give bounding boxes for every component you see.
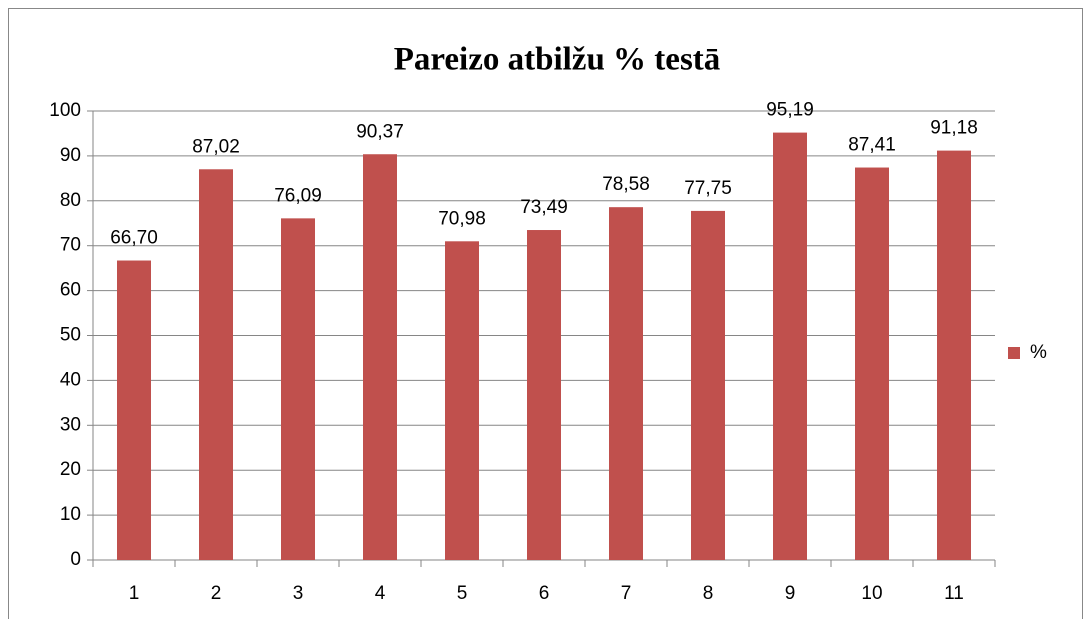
y-tick-label: 0 <box>70 549 81 570</box>
bar <box>855 167 889 560</box>
data-label: 87,41 <box>848 135 896 156</box>
legend-swatch <box>1008 347 1020 359</box>
x-tick-label: 6 <box>539 583 550 604</box>
legend-label: % <box>1030 342 1047 363</box>
x-tick-label: 8 <box>703 583 714 604</box>
y-tick-label: 80 <box>60 190 81 211</box>
y-tick-label: 20 <box>60 459 81 480</box>
bar <box>609 207 643 561</box>
x-tick-label: 5 <box>457 583 468 604</box>
data-label: 77,75 <box>684 178 732 199</box>
data-label: 90,37 <box>356 121 404 142</box>
data-label: 95,19 <box>766 100 814 121</box>
bar <box>773 132 807 560</box>
x-tick-label: 2 <box>211 583 222 604</box>
data-label: 76,09 <box>274 185 322 206</box>
x-tick-label: 4 <box>375 583 386 604</box>
x-tick-label: 3 <box>293 583 304 604</box>
x-tick-label: 11 <box>944 583 964 604</box>
bar <box>117 260 151 560</box>
y-tick-label: 90 <box>60 145 81 166</box>
bar <box>199 169 233 560</box>
x-tick-label: 1 <box>129 583 140 604</box>
x-tick-label: 10 <box>861 583 882 604</box>
bar <box>691 210 725 560</box>
y-tick-label: 60 <box>60 280 81 301</box>
data-label: 66,70 <box>110 228 158 249</box>
x-tick-label: 7 <box>621 583 632 604</box>
data-label: 87,02 <box>192 136 240 157</box>
y-tick-label: 50 <box>60 325 81 346</box>
y-tick-label: 70 <box>60 235 81 256</box>
y-tick-label: 10 <box>60 504 81 525</box>
data-label: 73,49 <box>520 197 568 218</box>
bar <box>445 241 479 560</box>
data-label: 70,98 <box>438 208 486 229</box>
data-label: 78,58 <box>602 174 650 195</box>
chart-title: Pareizo atbilžu % testā <box>394 42 721 78</box>
y-tick-label: 100 <box>49 100 81 121</box>
y-tick-label: 30 <box>60 414 81 435</box>
bar <box>363 154 397 560</box>
x-tick-label: 9 <box>785 583 796 604</box>
bar <box>281 218 315 560</box>
bar <box>937 150 971 560</box>
y-tick-label: 40 <box>60 369 81 390</box>
data-label: 91,18 <box>930 118 978 139</box>
bar <box>527 230 561 560</box>
